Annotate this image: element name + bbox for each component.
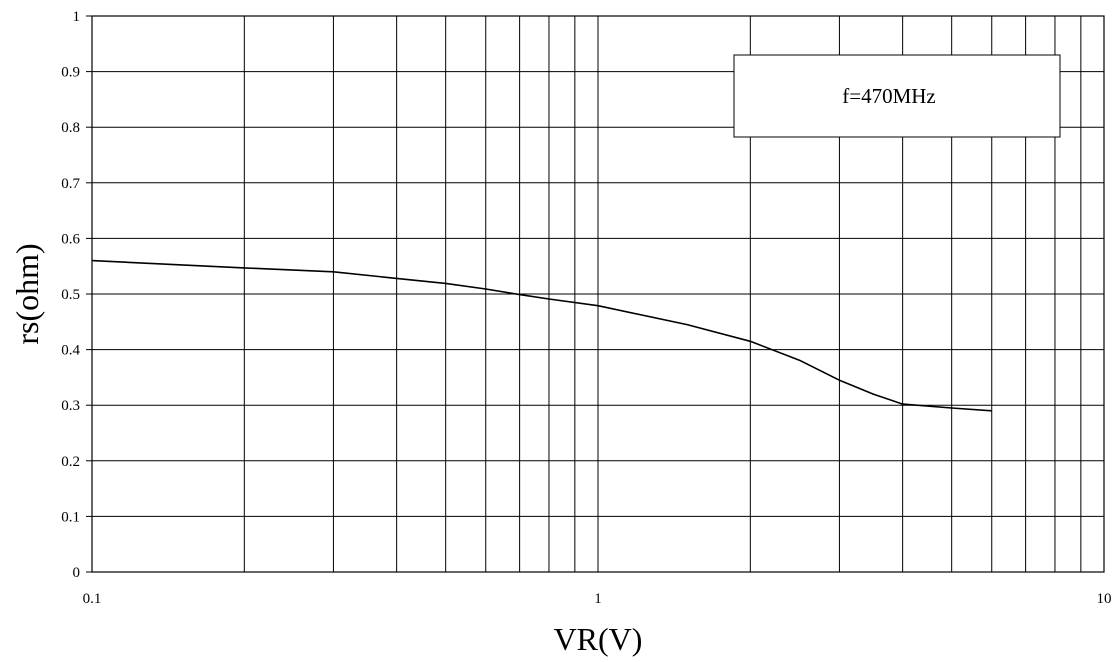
x-tick-label: 0.1 xyxy=(83,591,102,607)
x-tick-label: 1 xyxy=(594,591,602,607)
y-axis-title: rs(ohm) xyxy=(9,243,45,344)
y-tick-label: 0.9 xyxy=(61,65,80,81)
y-tick-label: 1 xyxy=(73,9,81,25)
y-tick-label: 0.2 xyxy=(61,454,80,470)
y-tick-label: 0.4 xyxy=(61,343,80,359)
x-axis-title: VR(V) xyxy=(554,621,643,657)
y-tick-label: 0 xyxy=(73,565,81,581)
series-line xyxy=(91,259,992,412)
annotation-frame xyxy=(733,54,1061,138)
x-tick-label: 10 xyxy=(1097,591,1112,607)
y-tick-label: 0.3 xyxy=(61,398,80,414)
y-tick-label: 0.8 xyxy=(61,120,80,136)
x-tick-labels: 0.1 1 10 xyxy=(83,591,1112,607)
annotation-box: f=470MHz xyxy=(733,54,1061,138)
y-tick-label: 0.1 xyxy=(61,509,80,525)
annotation-text: f=470MHz xyxy=(842,84,936,108)
series-layer xyxy=(91,259,992,412)
y-tick-label: 0.5 xyxy=(61,287,80,303)
y-tick-label: 0.6 xyxy=(61,231,80,247)
y-tick-label: 0.7 xyxy=(61,176,80,192)
y-tick-labels: 0 0.1 0.2 0.3 0.4 0.5 0.6 0.7 0.8 0.9 1 xyxy=(61,9,92,581)
